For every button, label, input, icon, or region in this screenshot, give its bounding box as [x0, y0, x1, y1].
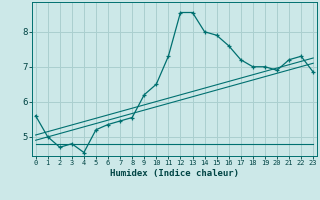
X-axis label: Humidex (Indice chaleur): Humidex (Indice chaleur)	[110, 169, 239, 178]
